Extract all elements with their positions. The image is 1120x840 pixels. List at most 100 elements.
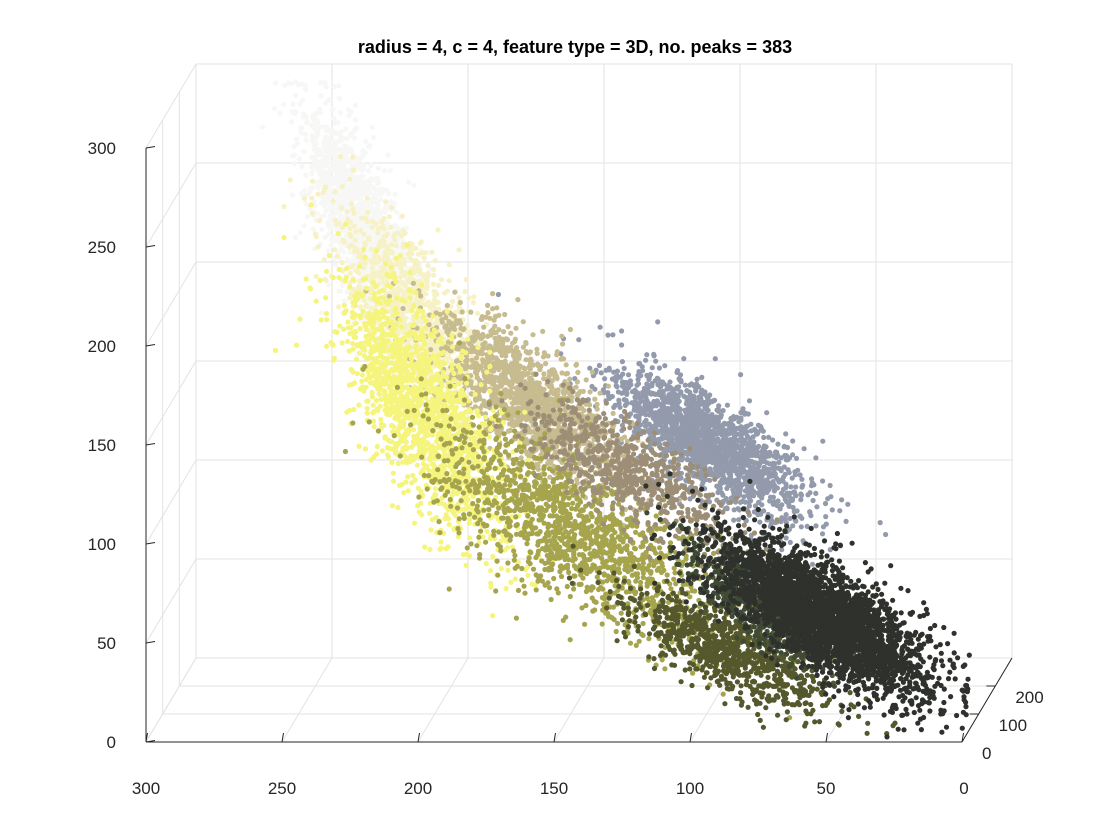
data-point: [492, 323, 498, 329]
data-point: [640, 368, 646, 374]
data-point: [391, 200, 398, 207]
data-point: [318, 93, 324, 99]
data-point: [708, 451, 714, 457]
data-point: [790, 438, 796, 444]
data-point: [344, 256, 350, 262]
data-point: [310, 163, 316, 170]
data-point: [368, 305, 374, 311]
data-point: [316, 218, 323, 224]
data-point: [351, 210, 357, 216]
data-point: [798, 524, 804, 530]
data-point: [363, 180, 369, 186]
data-point: [757, 519, 763, 525]
data-point: [375, 208, 382, 214]
grid-side-z-line: [145, 63, 197, 149]
data-point: [320, 123, 326, 130]
data-point: [326, 152, 332, 158]
data-point: [474, 310, 481, 316]
data-point: [809, 476, 815, 482]
data-point: [419, 250, 425, 256]
data-point: [807, 490, 813, 496]
data-point: [315, 191, 321, 197]
data-point: [764, 410, 770, 416]
data-point: [337, 153, 344, 159]
data-point: [495, 291, 501, 298]
data-point: [271, 106, 278, 112]
data-point: [820, 478, 826, 484]
data-point: [332, 189, 338, 195]
data-point: [418, 271, 424, 277]
data-point: [459, 309, 465, 315]
data-point: [632, 394, 638, 400]
data-point: [431, 266, 437, 272]
data-point: [340, 282, 346, 288]
data-point: [701, 401, 707, 407]
data-point: [399, 213, 405, 219]
data-point: [378, 274, 384, 280]
data-point: [605, 332, 611, 338]
data-point: [651, 351, 657, 357]
data-point: [352, 174, 358, 180]
data-point: [675, 368, 681, 374]
data-point: [709, 399, 715, 405]
data-point: [755, 422, 762, 428]
data-point: [712, 356, 718, 362]
data-point: [402, 282, 408, 288]
data-point: [381, 233, 387, 240]
data-point: [277, 110, 283, 116]
data-point: [663, 420, 669, 426]
data-point: [364, 195, 370, 201]
data-point: [317, 106, 323, 112]
data-point: [336, 304, 342, 310]
data-point: [689, 422, 695, 428]
data-point: [683, 439, 689, 445]
data-point: [381, 226, 387, 232]
data-point: [728, 446, 734, 452]
data-point: [406, 179, 412, 185]
data-point: [288, 81, 294, 87]
data-point: [309, 178, 316, 184]
data-point: [301, 196, 307, 202]
data-point: [791, 489, 797, 495]
data-point: [680, 418, 686, 424]
data-point: [366, 144, 372, 150]
data-point: [383, 187, 389, 193]
data-point: [301, 223, 307, 229]
data-point: [813, 490, 819, 496]
data-point: [444, 288, 450, 294]
data-point: [401, 257, 407, 263]
data-point: [730, 436, 736, 442]
data-point: [313, 273, 319, 279]
data-point: [641, 389, 647, 395]
data-point: [348, 201, 354, 207]
data-point: [778, 455, 784, 461]
data-point: [692, 453, 699, 459]
data-point: [302, 83, 308, 89]
data-point: [336, 96, 343, 102]
data-point: [778, 468, 784, 474]
data-point: [592, 386, 598, 392]
data-point: [388, 224, 394, 230]
data-point: [728, 415, 734, 422]
data-point: [715, 406, 721, 412]
data-point: [369, 124, 375, 130]
data-point: [386, 191, 392, 197]
data-point: [446, 262, 452, 268]
data-point: [508, 330, 514, 336]
data-point: [430, 272, 437, 278]
data-point: [381, 215, 387, 222]
data-point: [731, 507, 737, 513]
data-point: [778, 490, 785, 496]
data-point: [362, 240, 368, 246]
data-point: [346, 244, 352, 250]
data-point: [306, 190, 313, 196]
data-point: [351, 191, 357, 197]
data-point: [323, 277, 329, 283]
data-point: [518, 455, 524, 461]
data-point: [325, 248, 331, 254]
data-point: [653, 358, 659, 364]
data-point: [473, 355, 480, 361]
data-point: [350, 154, 356, 160]
data-point: [453, 318, 460, 324]
